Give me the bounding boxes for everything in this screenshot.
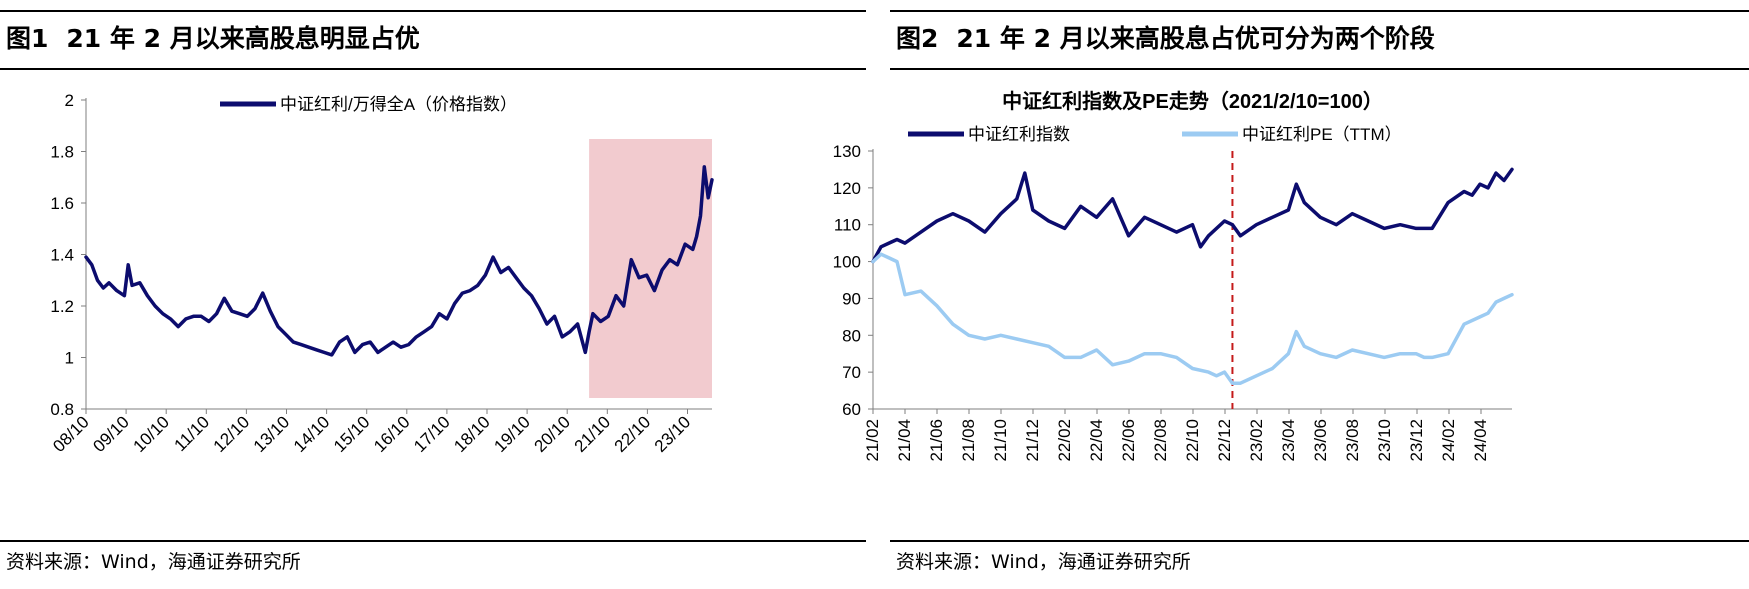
x-tick-label: 21/02: [863, 419, 882, 462]
x-tick-label: 16/10: [370, 412, 414, 456]
x-tick-label: 22/02: [1055, 419, 1074, 462]
x-tick-label: 18/10: [450, 412, 494, 456]
x-tick-label: 14/10: [290, 412, 334, 456]
figure-number: 图1: [6, 24, 49, 53]
x-tick-label: 21/10: [571, 412, 615, 456]
y-tick-label: 110: [834, 216, 861, 235]
title-rule: [0, 68, 866, 70]
y-tick-label: 80: [842, 326, 861, 345]
y-tick-label: 1.6: [50, 194, 74, 213]
x-tick-label: 17/10: [410, 412, 454, 456]
x-tick-label: 22/04: [1087, 419, 1106, 462]
x-tick-label: 23/10: [651, 412, 695, 456]
x-tick-label: 11/10: [171, 412, 214, 455]
y-tick-label: 120: [833, 179, 861, 198]
x-tick-label: 20/10: [531, 412, 575, 456]
y-tick-label: 1.8: [50, 143, 74, 162]
figure-title-text: 21 年 2 月以来高股息占优可分为两个阶段: [956, 24, 1435, 53]
figure-1: 图1 21 年 2 月以来高股息明显占优 0.8 1 1.2 1.4 1.6 1.8 2 08/…: [0, 0, 866, 589]
title-rule: [890, 68, 1749, 70]
x-tick-label: 22/10: [1183, 419, 1202, 462]
y-tick-label: 1: [65, 349, 74, 368]
y-tick-label: 90: [842, 289, 861, 308]
x-tick-label: 22/08: [1151, 419, 1170, 462]
y-tick-label: 1.4: [50, 246, 74, 265]
highlight-region: [589, 139, 712, 398]
x-tick-label: 22/06: [1119, 419, 1138, 462]
x-tick-label: 23/10: [1375, 419, 1394, 462]
x-tick-label: 23/06: [1311, 419, 1330, 462]
y-tick-label: 70: [842, 363, 861, 382]
x-tick-label: 21/10: [991, 419, 1010, 462]
series-line: [84, 165, 714, 357]
legend-label: 中证红利/万得全A（价格指数）: [280, 95, 517, 114]
chart-title: 中证红利指数及PE走势（2021/2/10=100）: [1002, 89, 1383, 113]
x-tick-label: 23/04: [1279, 419, 1298, 462]
figure-title: 图2 21 年 2 月以来高股息占优可分为两个阶段: [896, 17, 1435, 61]
x-tick-label: 10/10: [130, 412, 174, 456]
x-tick-label: 23/02: [1247, 419, 1266, 462]
top-rule: [890, 10, 1749, 12]
x-tick-label: 12/10: [210, 412, 254, 456]
legend-label: 中证红利PE（TTM）: [1242, 125, 1402, 144]
top-rule: [0, 10, 866, 12]
y-tick-label: 1.2: [50, 297, 74, 316]
figure-2: 图2 21 年 2 月以来高股息占优可分为两个阶段 中证红利指数及PE走势（202…: [833, 0, 1749, 589]
figure-title: 图1 21 年 2 月以来高股息明显占优: [6, 17, 420, 61]
series-line: [871, 252, 1514, 385]
x-tick-label: 24/04: [1471, 419, 1490, 462]
x-tick-label: 15/10: [330, 412, 374, 456]
x-tick-label: 24/02: [1439, 419, 1458, 462]
y-tick-label: 130: [833, 142, 861, 161]
y-tick-label: 2: [65, 91, 74, 110]
x-tick-label: 22/10: [611, 412, 655, 456]
x-tick-label: 21/06: [927, 419, 946, 462]
y-tick-label: 100: [833, 253, 861, 272]
source-note: 资料来源：Wind，海通证券研究所: [896, 551, 1191, 573]
x-tick-label: 09/10: [89, 412, 133, 456]
x-tick-label: 23/12: [1407, 419, 1426, 462]
series-line: [871, 167, 1514, 264]
bottom-rule: [890, 540, 1749, 542]
x-tick-label: 21/04: [895, 419, 914, 462]
y-tick-label: 60: [842, 400, 861, 419]
source-note: 资料来源：Wind，海通证券研究所: [6, 551, 301, 573]
x-tick-label: 21/12: [1023, 419, 1042, 462]
x-tick-label: 19/10: [490, 412, 534, 456]
chart-2: 中证红利指数及PE走势（2021/2/10=100） 60 70 80 90 100 110…: [833, 89, 1514, 462]
figure-number: 图2: [896, 24, 939, 53]
x-tick-label: 13/10: [250, 412, 294, 456]
x-tick-label: 21/08: [959, 419, 978, 462]
chart-1: 0.811.21.41.61.8208/1009/1010/1011/1012/…: [49, 91, 714, 456]
y-tick-label: 0.8: [50, 400, 74, 419]
legend-label: 中证红利指数: [968, 125, 1070, 144]
x-tick-label: 23/08: [1343, 419, 1362, 462]
figure-title-text: 21 年 2 月以来高股息明显占优: [66, 24, 420, 53]
x-tick-label: 22/12: [1215, 419, 1234, 462]
bottom-rule: [0, 540, 866, 542]
